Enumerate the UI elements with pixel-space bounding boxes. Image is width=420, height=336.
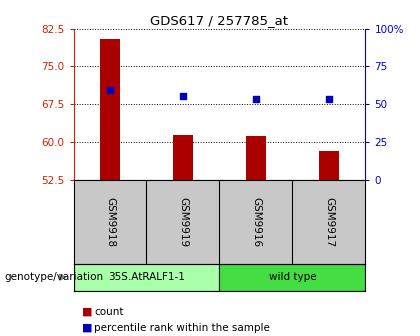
Text: genotype/variation: genotype/variation [4, 272, 103, 282]
Text: 35S.AtRALF1-1: 35S.AtRALF1-1 [108, 272, 185, 282]
Point [107, 87, 113, 93]
Title: GDS617 / 257785_at: GDS617 / 257785_at [150, 14, 289, 28]
Text: ■: ■ [82, 307, 92, 317]
Text: GSM9916: GSM9916 [251, 197, 261, 247]
Bar [246, 136, 266, 180]
Bar [74, 264, 220, 291]
Text: ■: ■ [82, 323, 92, 333]
Text: wild type: wild type [269, 272, 316, 282]
Text: percentile rank within the sample: percentile rank within the sample [94, 323, 270, 333]
Text: count: count [94, 307, 124, 317]
Bar [220, 264, 365, 291]
Point [180, 93, 186, 98]
Bar [319, 151, 339, 180]
Bar [173, 135, 193, 180]
Bar [100, 39, 120, 180]
Point [326, 96, 332, 101]
Text: GSM9918: GSM9918 [105, 197, 115, 247]
Text: GSM9917: GSM9917 [324, 197, 334, 247]
Point [252, 96, 259, 101]
Text: GSM9919: GSM9919 [178, 197, 188, 247]
